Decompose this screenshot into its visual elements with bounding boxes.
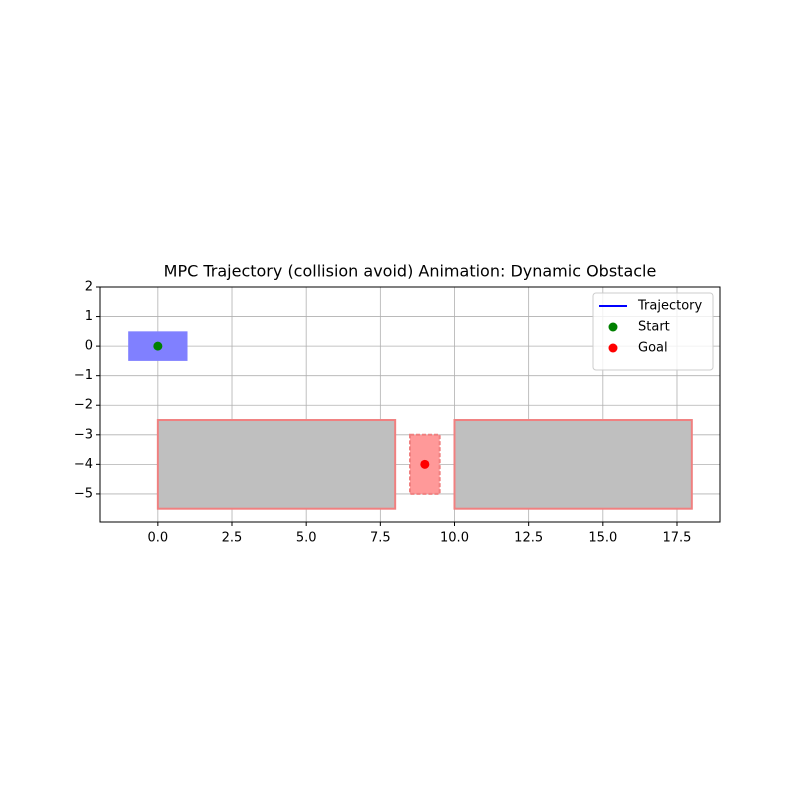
x-tick-label: 12.5 — [514, 531, 543, 546]
x-tick-label: 0.0 — [148, 531, 169, 546]
y-tick-label: 0 — [85, 339, 93, 354]
legend-label: Trajectory — [637, 299, 702, 314]
y-tick-label: −3 — [74, 427, 93, 442]
point — [153, 341, 163, 351]
legend-label: Start — [638, 320, 670, 335]
patch — [453, 419, 693, 510]
y-tick-label: −1 — [74, 368, 93, 383]
x-tick-label: 5.0 — [296, 531, 317, 546]
chart-title: MPC Trajectory (collision avoid) Animati… — [164, 262, 657, 281]
x-tick-label: 17.5 — [663, 531, 692, 546]
legend-label: Goal — [638, 341, 668, 356]
patch — [156, 419, 397, 510]
y-tick-label: −2 — [74, 398, 93, 413]
axes-frame — [99, 286, 721, 523]
legend — [592, 292, 714, 371]
y-tick-label: −5 — [74, 486, 93, 501]
y-tick-label: −4 — [74, 457, 93, 472]
x-tick-label: 7.5 — [370, 531, 391, 546]
x-tick-label: 2.5 — [222, 531, 243, 546]
legend-swatch — [608, 322, 618, 332]
point — [420, 459, 430, 469]
y-tick-label: 1 — [85, 309, 93, 324]
y-tick-label: 2 — [85, 280, 93, 295]
x-tick-label: 10.0 — [440, 531, 469, 546]
legend-swatch — [608, 343, 618, 353]
x-tick-label: 15.0 — [588, 531, 617, 546]
